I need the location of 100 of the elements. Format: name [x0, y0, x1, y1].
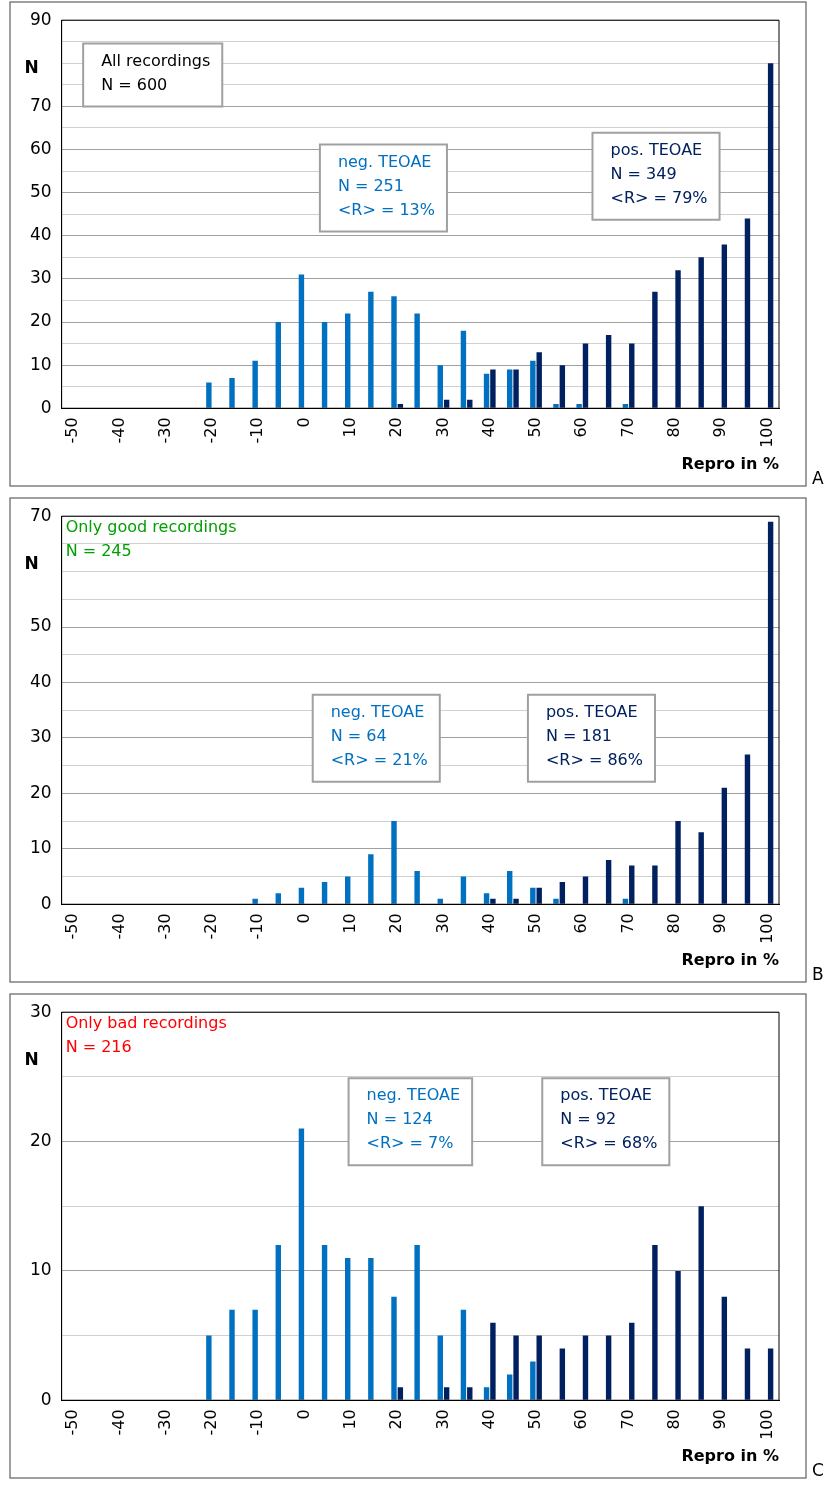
bar	[414, 313, 420, 408]
bar	[675, 270, 681, 408]
bar	[298, 887, 305, 904]
y-tick-label: 50	[29, 615, 52, 636]
x-tick-label: 50	[525, 417, 545, 438]
annotation: N = 64 <R> = 21%	[330, 725, 428, 769]
bar	[391, 821, 397, 904]
bar	[553, 403, 559, 408]
bar	[275, 893, 281, 904]
bar	[605, 1335, 612, 1400]
y-tick-label: 70	[29, 504, 52, 525]
bar	[744, 754, 751, 904]
bar	[345, 876, 351, 904]
bar	[321, 882, 328, 904]
bar	[368, 291, 374, 408]
bar	[629, 1322, 635, 1400]
bar	[506, 369, 513, 408]
bar	[559, 1348, 566, 1400]
x-tick-label: 90	[710, 913, 730, 934]
bar	[767, 521, 774, 904]
bar	[629, 343, 635, 408]
x-tick-label: 10	[340, 417, 360, 438]
x-tick-label: 100	[756, 417, 776, 448]
bar	[605, 334, 612, 408]
y-axis-title: N	[24, 1049, 39, 1070]
y-tick-label: 0	[40, 892, 52, 913]
y-tick-label: 20	[29, 310, 52, 331]
x-tick-label: 100	[756, 1409, 776, 1440]
bar	[275, 322, 281, 408]
y-tick-label: 30	[29, 726, 52, 747]
x-tick-label: -50	[62, 417, 82, 444]
x-tick-label: 50	[525, 913, 545, 934]
text: C	[812, 1459, 824, 1480]
bar	[490, 1322, 496, 1400]
bar	[368, 854, 374, 904]
bar	[443, 399, 450, 408]
bar	[437, 1335, 443, 1400]
x-tick-label: -50	[62, 1409, 82, 1436]
y-tick-label: 40	[29, 224, 52, 245]
y-tick-label: 10	[29, 1259, 52, 1280]
annotation: N = 349 <R> = 79%	[610, 163, 708, 207]
bar	[321, 322, 328, 408]
x-tick-label: 60	[571, 417, 591, 438]
bar	[483, 373, 490, 408]
x-tick-label: 70	[617, 1409, 637, 1430]
x-tick-label: 20	[386, 913, 406, 934]
x-tick-label: -30	[154, 1409, 174, 1436]
bar	[530, 1361, 536, 1400]
x-tick-label: 80	[664, 1409, 684, 1430]
x-axis-title: Repro in %	[681, 453, 779, 473]
x-tick-label: 100	[756, 913, 776, 944]
bar	[622, 898, 629, 904]
x-tick-label: 70	[617, 913, 637, 934]
bar	[460, 876, 467, 904]
bar	[559, 365, 566, 408]
bar	[321, 1245, 328, 1400]
bar	[721, 1296, 728, 1400]
bar	[536, 887, 542, 904]
bar	[483, 893, 490, 904]
x-tick-label: -10	[247, 1409, 267, 1436]
bar	[582, 876, 589, 904]
bar	[698, 257, 704, 408]
chart-title: Only good recordings	[65, 517, 237, 537]
bar	[721, 244, 728, 408]
bar	[460, 330, 467, 408]
y-tick-label: 30	[29, 267, 52, 288]
annotation: N = 92 <R> = 68%	[560, 1109, 658, 1153]
bar	[490, 369, 496, 408]
bar	[368, 1257, 374, 1400]
x-tick-label: 30	[432, 913, 452, 934]
bar	[397, 1387, 404, 1400]
y-tick-label: 40	[29, 670, 52, 691]
bar	[467, 1387, 473, 1400]
bar	[767, 1348, 774, 1400]
y-tick-label: 10	[29, 837, 52, 858]
text: All recordings	[101, 50, 211, 70]
bar	[675, 821, 681, 904]
x-tick-label: 30	[432, 1409, 452, 1430]
bar	[652, 291, 658, 408]
y-tick-label: 0	[40, 396, 52, 417]
bar	[582, 343, 589, 408]
text: neg. TEOAE	[337, 151, 432, 171]
annotation: N = 124 <R> = 7%	[366, 1109, 454, 1153]
y-axis-title: N	[24, 553, 39, 574]
bar	[513, 1335, 519, 1400]
x-tick-label: 80	[664, 913, 684, 934]
x-tick-label: 60	[571, 913, 591, 934]
bar	[275, 1245, 281, 1400]
text: neg. TEOAE	[330, 701, 425, 721]
text: N = 216	[65, 1037, 132, 1057]
x-tick-label: 0	[293, 417, 313, 428]
bar	[530, 360, 536, 408]
bar	[506, 871, 513, 904]
bar	[513, 369, 519, 408]
text: B	[812, 963, 824, 984]
x-tick-label: -40	[108, 913, 128, 940]
x-tick-label: 20	[386, 417, 406, 438]
bar	[698, 1206, 704, 1400]
bar	[652, 865, 658, 904]
bar	[437, 898, 443, 904]
